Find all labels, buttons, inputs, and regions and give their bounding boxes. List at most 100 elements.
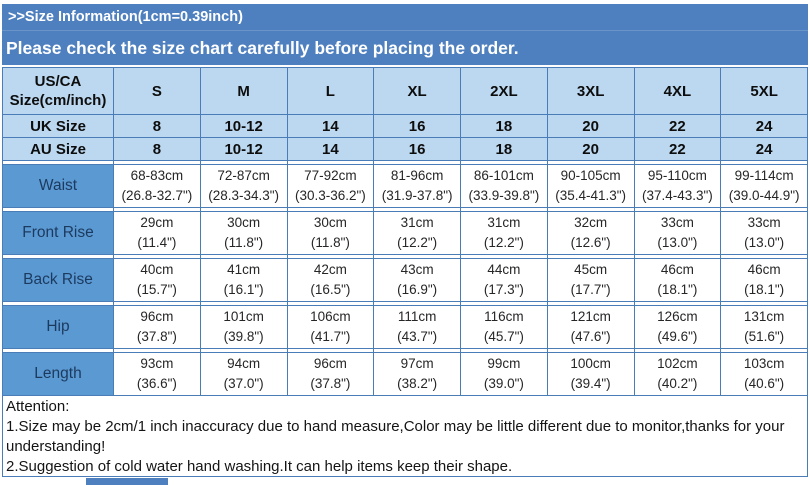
value-cm: 29cm: [140, 215, 174, 230]
measurement-value-cell: 30cm (11.8"): [286, 211, 375, 255]
value-cm: 93cm: [140, 356, 174, 371]
value-inch: (45.7"): [483, 329, 524, 344]
measurement-value-cell: 77-92cm (30.3-36.2"): [286, 164, 375, 208]
measurement-value-cell: 86-101cm (33.9-39.8"): [460, 164, 548, 208]
measurement-row: Hip 96cm (37.8") 101cm (39.8") 106cm (41.7") 11…: [2, 305, 808, 349]
size-row: UK Size 8 10-12 14 16 18 20 22 24: [2, 114, 808, 138]
measurement-value-cell: 45cm (17.7"): [546, 258, 635, 302]
value-cm: 33cm: [660, 215, 694, 230]
measurement-value-cell: 93cm (36.6"): [113, 352, 201, 396]
size-value-cell: 10-12: [199, 114, 288, 138]
value-inch: (49.6"): [657, 329, 698, 344]
value-cm: 46cm: [660, 262, 694, 277]
measurement-value-cell: 99cm (39.0"): [460, 352, 548, 396]
value-cm: 96cm: [313, 356, 347, 371]
measurement-value-cell: 131cm (51.6"): [720, 305, 808, 349]
value-inch: (38.2"): [397, 376, 438, 391]
value-cm: 68-83cm: [130, 168, 184, 183]
value-cm: 111cm: [397, 309, 437, 324]
spacer-cell: [720, 207, 808, 212]
next-section-banner-stub: [86, 478, 168, 485]
value-cm: 99cm: [487, 356, 521, 371]
value-inch: (13.0"): [657, 235, 698, 250]
spacer-row: [2, 301, 808, 306]
measurement-value-cell: 40cm (15.7"): [113, 258, 201, 302]
measurement-value-cell: 94cm (37.0"): [199, 352, 288, 396]
value-inch: (37.4-43.3"): [641, 188, 713, 203]
value-cm: 77-92cm: [304, 168, 357, 183]
value-inch: (40.6"): [744, 376, 785, 391]
value-cm: 33cm: [747, 215, 781, 230]
measurement-value-cell: 95-110cm (37.4-43.3"): [633, 164, 722, 208]
size-value-cell: 22: [633, 137, 722, 161]
value-cm: 106cm: [310, 309, 351, 324]
value-cm: 95-110cm: [647, 168, 707, 183]
value-cm: 116cm: [484, 309, 524, 324]
value-cm: 30cm: [227, 215, 261, 230]
value-inch: (18.1"): [744, 282, 785, 297]
value-cm: 30cm: [313, 215, 347, 230]
value-inch: (51.6"): [744, 329, 785, 344]
measurement-value-cell: 29cm (11.4"): [113, 211, 201, 255]
value-inch: (35.4-41.3"): [555, 188, 627, 203]
value-cm: 46cm: [747, 262, 781, 277]
size-column-header: 2XL: [460, 67, 548, 115]
measurement-value-cell: 68-83cm (26.8-32.7"): [113, 164, 201, 208]
value-cm: 72-87cm: [217, 168, 270, 183]
size-value-cell: 20: [546, 114, 635, 138]
value-cm: 101cm: [223, 309, 264, 324]
corner-header-cell: US/CA Size(cm/inch): [2, 67, 114, 115]
measurement-label: Hip: [2, 305, 114, 349]
size-row: AU Size 8 10-12 14 16 18 20 22 24: [2, 137, 808, 161]
size-column-header: M: [199, 67, 288, 115]
value-inch: (41.7"): [310, 329, 351, 344]
measurement-value-cell: 31cm (12.2"): [460, 211, 548, 255]
value-cm: 94cm: [227, 356, 261, 371]
spacer-cell: [2, 160, 114, 165]
value-inch: (15.7"): [136, 282, 177, 297]
value-inch: (37.0"): [223, 376, 264, 391]
measurement-value-cell: 43cm (16.9"): [373, 258, 461, 302]
value-inch: (43.7"): [397, 329, 438, 344]
measurement-value-cell: 31cm (12.2"): [373, 211, 461, 255]
value-inch: (16.9"): [397, 282, 438, 297]
measurement-value-cell: 99-114cm (39.0-44.9"): [720, 164, 808, 208]
attention-section: Attention: 1.Size may be 2cm/1 inch inac…: [2, 396, 808, 477]
value-cm: 90-105cm: [560, 168, 621, 183]
value-inch: (39.4"): [570, 376, 611, 391]
measurement-value-cell: 81-96cm (31.9-37.8"): [373, 164, 461, 208]
value-cm: 103cm: [743, 356, 785, 371]
size-value-cell: 14: [286, 114, 375, 138]
value-cm: 86-101cm: [473, 168, 534, 183]
value-cm: 45cm: [574, 262, 608, 277]
value-cm: 42cm: [313, 262, 347, 277]
spacer-cell: [720, 160, 808, 165]
value-inch: (33.9-39.8"): [468, 188, 540, 203]
value-inch: (11.8"): [224, 235, 264, 250]
measurement-value-cell: 72-87cm (28.3-34.3"): [199, 164, 288, 208]
measurement-value-cell: 97cm (38.2"): [373, 352, 461, 396]
measurement-value-cell: 103cm (40.6"): [720, 352, 808, 396]
measurement-value-cell: 33cm (13.0"): [633, 211, 722, 255]
spacer-row: [2, 348, 808, 353]
row-label: AU Size: [2, 137, 114, 161]
measurement-value-cell: 46cm (18.1"): [720, 258, 808, 302]
value-inch: (40.2"): [657, 376, 698, 391]
measurement-value-cell: 42cm (16.5"): [286, 258, 375, 302]
size-value-cell: 20: [546, 137, 635, 161]
measurement-value-cell: 96cm (37.8"): [286, 352, 375, 396]
measurement-value-cell: 116cm (45.7"): [460, 305, 548, 349]
size-value-cell: 14: [286, 137, 375, 161]
spacer-cell: [2, 207, 114, 212]
value-inch: (16.1"): [223, 282, 264, 297]
attention-note-1: 1.Size may be 2cm/1 inch inaccuracy due …: [6, 418, 785, 455]
measurement-value-cell: 30cm (11.8"): [199, 211, 288, 255]
size-value-cell: 18: [460, 114, 548, 138]
size-value-cell: 16: [373, 137, 461, 161]
measurement-value-cell: 44cm (17.3"): [460, 258, 548, 302]
value-inch: (37.8"): [310, 376, 351, 391]
spacer-cell: [720, 301, 808, 306]
spacer-cell: [2, 301, 114, 306]
value-inch: (13.0"): [744, 235, 785, 250]
value-inch: (12.2"): [397, 235, 438, 250]
